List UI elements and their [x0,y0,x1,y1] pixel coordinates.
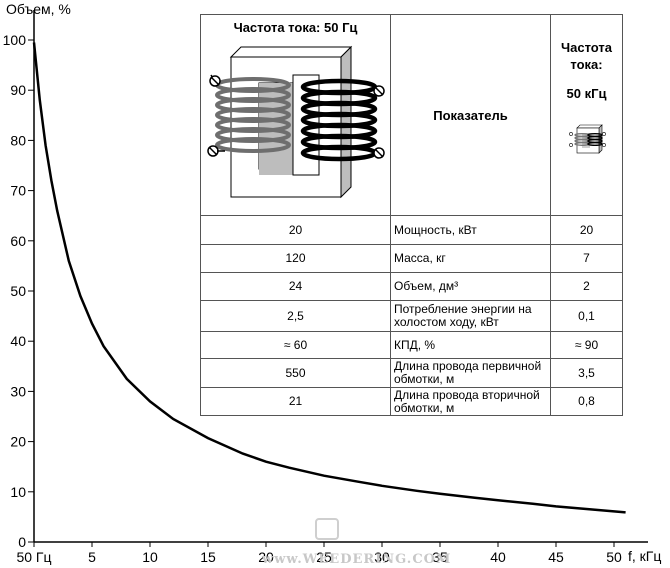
x-tick-label: 50 Гц [16,549,51,565]
x-tick-label: 30 [374,549,390,565]
header-50hz-title: Частота тока: 50 Гц [233,20,358,35]
value-50khz: 2 [550,272,623,301]
y-tick-label: 0 [18,534,26,550]
y-tick-label: 10 [10,484,26,500]
y-ticks: 0 10 20 30 40 50 60 70 80 90 100 [3,32,34,550]
header-indicator-cell: Показатель [390,14,551,216]
spec-comparison-table: Частота тока: 50 Гц [200,14,623,416]
table-row: ≈ 60 КПД, % ≈ 90 [200,331,623,359]
chart-axes [33,10,648,543]
x-axis-title: f, кГц [628,548,661,564]
watermark: www.WEEDERING.COM [261,518,451,567]
indicator-name: Объем, дм³ [390,272,551,301]
indicator-name: Мощность, кВт [390,215,551,245]
indicator-name: Длина провода вторичной обмотки, м [390,387,551,416]
header-50hz-cell: Частота тока: 50 Гц [200,14,391,216]
x-tick-label: 40 [490,549,506,565]
x-tick-label: 15 [200,549,216,565]
table-row: 550 Длина провода первичной обмотки, м 3… [200,358,623,388]
table-row: 21 Длина провода вторичной обмотки, м 0,… [200,387,623,416]
indicator-name: Масса, кг [390,244,551,273]
y-tick-label: 80 [10,132,26,148]
value-50hz: ≈ 60 [200,331,391,359]
transformer-50hz-icon [207,45,385,199]
x-tick-label: 25 [316,549,332,565]
x-tick-label: 50 [606,549,622,565]
value-50hz: 550 [200,358,391,388]
x-tick-label: 45 [548,549,564,565]
table-row: 20 Мощность, кВт 20 [200,215,623,245]
watermark-logo-icon [315,518,339,540]
table-row: 2,5 Потребление энергии на холостом ходу… [200,300,623,332]
x-tick-label: 20 [258,549,274,565]
value-50khz: 7 [550,244,623,273]
y-tick-label: 70 [10,183,26,199]
watermark-text: www.WEEDERING.COM [261,552,451,567]
indicator-name: Потребление энергии на холостом ходу, кВ… [390,300,551,332]
y-tick-label: 40 [10,333,26,349]
header-50khz-title: Частота тока: [560,40,612,72]
table-header-row: Частота тока: 50 Гц [200,14,623,216]
value-50hz: 120 [200,244,391,273]
table-row: 24 Объем, дм³ 2 [200,272,623,301]
value-50hz: 20 [200,215,391,245]
y-tick-label: 20 [10,434,26,450]
volume-curve [32,42,626,514]
y-tick-label: 90 [10,82,26,98]
value-50hz: 2,5 [200,300,391,332]
y-axis-title: Объем, % [6,1,71,17]
value-50khz: ≈ 90 [550,331,623,359]
value-50khz: 0,1 [550,300,623,332]
value-50khz: 20 [550,215,623,245]
y-tick-label: 60 [10,233,26,249]
value-50khz: 0,8 [550,387,623,416]
y-tick-label: 30 [10,383,26,399]
transformer-50khz-icon [568,124,606,154]
x-tick-label: 5 [88,549,96,565]
y-tick-label: 50 [10,283,26,299]
x-tick-label: 10 [142,549,158,565]
value-50hz: 21 [200,387,391,416]
table-row: 120 Масса, кг 7 [200,244,623,273]
value-50hz: 24 [200,272,391,301]
x-tick-label: 35 [432,549,448,565]
x-ticks: 50 Гц 5 10 15 20 25 30 35 40 45 50 [16,542,622,565]
indicator-name: КПД, % [390,331,551,359]
y-tick-label: 100 [3,32,27,48]
header-50khz-frequency: 50 кГц [566,86,607,101]
indicator-name: Длина провода первичной обмотки, м [390,358,551,388]
header-50khz-cell: Частота тока: 50 кГц [550,14,623,216]
value-50khz: 3,5 [550,358,623,388]
